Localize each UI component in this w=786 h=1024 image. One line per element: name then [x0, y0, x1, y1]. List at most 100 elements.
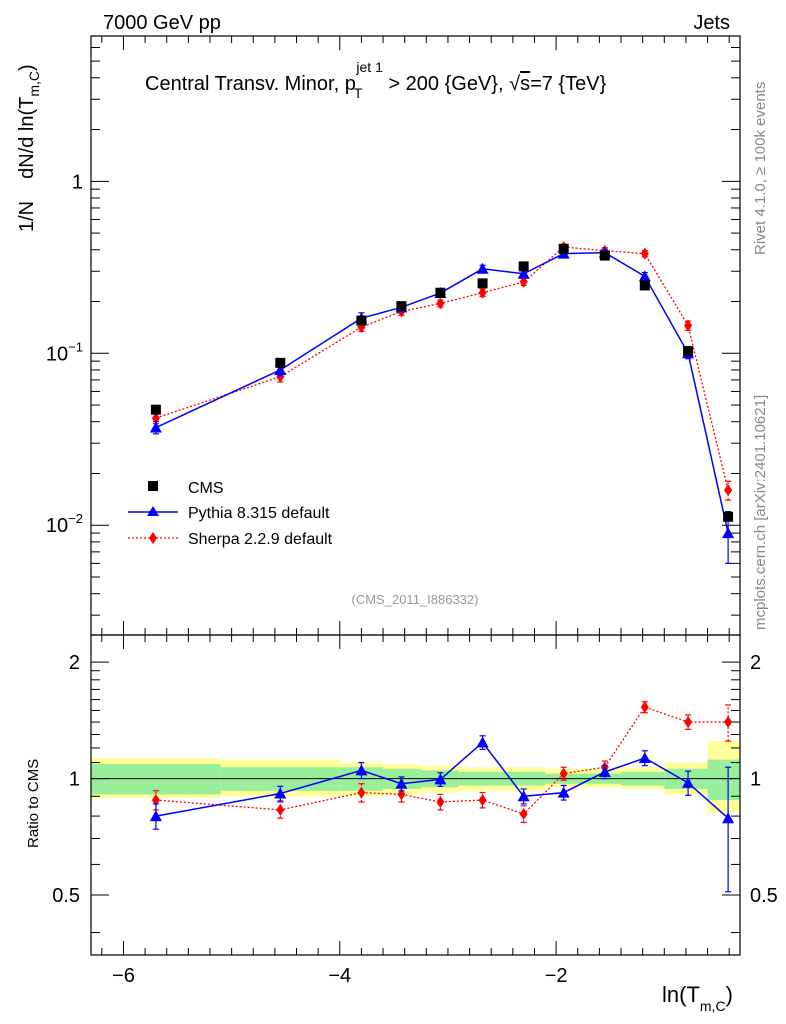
- sherpa-ratio-point: [357, 786, 366, 799]
- pythia-point: [638, 270, 651, 282]
- sherpa-point: [151, 412, 160, 425]
- mcplots-label: mcplots.cern.ch [arXiv:2401.10621]: [752, 395, 769, 630]
- sherpa-point: [478, 286, 487, 299]
- sherpa-ratio-point: [640, 701, 649, 714]
- cms-point: [435, 287, 446, 298]
- ratio-tick-label: 0.5: [52, 885, 80, 907]
- cms-point: [723, 511, 734, 522]
- x-axis-label: ln(Tm,C): [662, 982, 733, 1014]
- y-tick-label-base: 10: [46, 343, 68, 365]
- ratio-tick-label-right: 2: [750, 652, 761, 674]
- sherpa-point: [684, 319, 693, 332]
- sherpa-ratio-point: [519, 807, 528, 820]
- y-tick-label-exponent: −2: [68, 511, 83, 526]
- plot-title-cut: > 200 {GeV},: [383, 73, 509, 95]
- cms-point: [356, 315, 367, 326]
- legend-marker-pythia: [147, 506, 159, 516]
- pythia-point: [517, 267, 530, 279]
- uncertainty-band-inner: [91, 764, 221, 795]
- y-tick-label-base: 10: [46, 515, 68, 537]
- y-axis-label-close: ): [16, 64, 38, 71]
- pythia-ratio-point: [682, 776, 695, 788]
- pythia-point: [722, 527, 735, 539]
- pythia-ratio-point: [434, 773, 447, 785]
- sherpa-ratio-point: [724, 716, 733, 729]
- ratio-y-label: Ratio to CMS: [25, 759, 42, 848]
- legend-marker-sherpa: [149, 532, 157, 544]
- pythia-ratio-point: [722, 812, 735, 824]
- sherpa-ratio-point: [684, 716, 693, 729]
- y-tick-label-base: 1: [72, 171, 83, 193]
- cms-point: [150, 404, 161, 415]
- ratio-tick-label: 2: [69, 652, 80, 674]
- uncertainty-band-inner: [707, 759, 740, 801]
- plot-title-sub: T: [354, 85, 363, 101]
- cms-point: [518, 261, 529, 272]
- ratio-tick-label-right: 1: [750, 769, 761, 791]
- cms-point: [477, 278, 488, 289]
- x-axis-label-main: ln(T: [662, 982, 700, 1007]
- y-axis-label: 1/N dN/d ln(Tm,C): [16, 64, 42, 232]
- analysis-tag: (CMS_2011_I886332): [352, 592, 479, 607]
- pythia-ratio-point: [395, 777, 408, 789]
- y-tick-label: 1: [72, 171, 83, 193]
- pythia-point: [274, 363, 287, 375]
- pythia-ratio-point: [355, 764, 368, 776]
- sherpa-line: [155, 246, 729, 491]
- sherpa-ratio-point: [397, 788, 406, 801]
- plot-title-s: s: [520, 73, 530, 95]
- legend-marker-cms: [148, 481, 158, 491]
- x-axis-label-sub: m,C: [700, 998, 726, 1014]
- legend-label-cms: CMS: [188, 480, 224, 497]
- sherpa-point: [724, 484, 733, 497]
- process-label: Jets: [693, 12, 730, 34]
- cms-point: [558, 243, 569, 254]
- sherpa-point: [436, 297, 445, 310]
- cms-point: [275, 357, 286, 368]
- main-panel: 110−110−2: [46, 35, 741, 636]
- pythia-point: [149, 421, 162, 433]
- pythia-line: [155, 251, 729, 534]
- y-tick-label: 10−1: [46, 339, 83, 365]
- y-axis-label-deriv: dN/d ln(T: [16, 97, 38, 179]
- plot-title-energy: =7 {TeV}: [530, 73, 607, 95]
- ratio-frame: [90, 634, 741, 956]
- pythia-ratio-point: [638, 752, 651, 764]
- cms-point: [639, 280, 650, 291]
- sherpa-ratio-point: [478, 794, 487, 807]
- plot-title: Central Transv. Minor, pTjet 1 > 200 {Ge…: [145, 59, 607, 101]
- sherpa-ratio-line: [155, 706, 729, 815]
- pythia-ratio-point: [149, 810, 162, 822]
- ratio-tick-label: 1: [69, 769, 80, 791]
- energy-label: 7000 GeV pp: [103, 12, 221, 34]
- ratio-tick-label-right: 0.5: [750, 885, 778, 907]
- sherpa-ratio-point: [436, 795, 445, 808]
- pythia-ratio-line: [155, 741, 729, 819]
- sherpa-ratio-point: [559, 767, 568, 780]
- rivet-label: Rivet 4.1.0, ≥ 100k events: [752, 82, 769, 255]
- pythia-ratio-point: [517, 790, 530, 802]
- pythia-ratio-point: [557, 786, 570, 798]
- y-tick-label: 10−2: [46, 511, 83, 537]
- plot-title-sup: jet 1: [355, 59, 383, 75]
- cms-point: [683, 346, 694, 357]
- pythia-point: [476, 262, 489, 274]
- legend-label-pythia: Pythia 8.315 default: [188, 505, 330, 522]
- plot-title-text: Central Transv. Minor, p: [145, 73, 356, 95]
- legend: CMS Pythia 8.315 default Sherpa 2.2.9 de…: [128, 480, 333, 548]
- x-axis-label-close: ): [726, 982, 733, 1007]
- sherpa-point: [640, 247, 649, 260]
- y-tick-label-exponent: −1: [68, 339, 83, 354]
- sherpa-ratio-point: [276, 803, 285, 816]
- y-axis-label-sub: m,C: [26, 71, 42, 97]
- ratio-panel: −6 −4 −2 2 2 1 1 0.5 0.5: [52, 634, 778, 987]
- plot-title-sqrt: √: [509, 73, 520, 95]
- pythia-ratio-point: [598, 765, 611, 777]
- x-tick-label: −6: [112, 965, 135, 987]
- cms-point: [599, 250, 610, 261]
- y-axis-label-norm: 1/N: [16, 201, 38, 232]
- x-tick-label: −2: [545, 965, 568, 987]
- x-tick-label: −4: [328, 965, 351, 987]
- pythia-ratio-point: [274, 787, 287, 799]
